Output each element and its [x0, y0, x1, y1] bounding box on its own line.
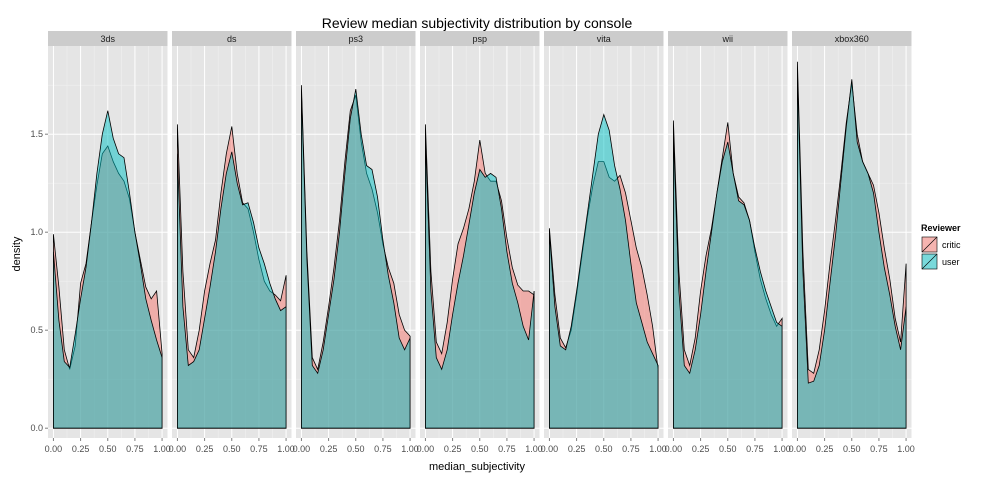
x-tick-label: 0.75	[622, 444, 640, 454]
legend-swatch-slash	[921, 236, 938, 253]
legend: Reviewer critic user	[920, 223, 961, 271]
x-tick-label: 0.50	[595, 444, 613, 454]
facet-panel-3ds: 3ds 0.00 0.25 0.50 0.75 1.00	[45, 31, 171, 454]
density-area-user	[797, 71, 907, 429]
legend-swatch-slash	[921, 253, 938, 270]
legend-title: Reviewer	[921, 223, 961, 233]
x-tick-label: 0.00	[45, 444, 63, 454]
strip-label-psp: psp	[472, 34, 487, 44]
y-tick-label: 0.0	[30, 423, 43, 433]
x-tick-label: 0.25	[568, 444, 586, 454]
x-tick-label: 0.25	[196, 444, 214, 454]
strip-label-vita: vita	[597, 34, 611, 44]
x-tick-label: 0.00	[665, 444, 683, 454]
x-tick-label: 1.00	[897, 444, 915, 454]
chart-title: Review median subjectivity distribution …	[322, 15, 633, 31]
x-tick-label: 0.00	[789, 444, 807, 454]
facet-panel-wii: wii 0.00 0.25 0.50 0.75 1.00	[665, 31, 791, 454]
x-tick-label: 0.00	[417, 444, 435, 454]
strip-background	[48, 31, 168, 46]
strip-label-wii: wii	[722, 34, 734, 44]
x-tick-label: 1.00	[153, 444, 171, 454]
x-tick-label: 0.25	[816, 444, 834, 454]
strip-background	[420, 31, 540, 46]
strip-background	[792, 31, 912, 46]
y-tick-label: 0.5	[30, 325, 43, 335]
x-tick-label: 0.50	[347, 444, 365, 454]
x-tick-label: 0.75	[498, 444, 516, 454]
x-tick-label: 0.75	[374, 444, 392, 454]
facet-panel-xbox360: xbox360 0.00 0.25 0.50 0.75 1.00	[789, 31, 915, 454]
x-tick-label: 0.75	[250, 444, 268, 454]
strip-background	[296, 31, 416, 46]
x-tick-label: 0.25	[72, 444, 90, 454]
x-tick-label: 0.25	[320, 444, 338, 454]
density-area-user	[425, 140, 535, 429]
x-tick-label: 0.50	[99, 444, 117, 454]
x-tick-label: 1.00	[525, 444, 543, 454]
facet-panel-ps3: ps3 0.00 0.25 0.50 0.75 1.00	[293, 31, 419, 454]
x-tick-label: 1.00	[401, 444, 419, 454]
x-tick-label: 0.75	[746, 444, 764, 454]
legend-label-critic: critic	[942, 240, 961, 250]
x-tick-label: 0.25	[444, 444, 462, 454]
density-area-user	[673, 134, 783, 429]
strip-background	[544, 31, 664, 46]
x-tick-label: 0.50	[471, 444, 489, 454]
y-tick-label: 1.5	[30, 129, 43, 139]
facet-panels: 3ds 0.00 0.25 0.50 0.75 1.00 ds 0.00 0.25 0.50 0.7…	[45, 31, 915, 454]
strip-label-3ds: 3ds	[100, 34, 115, 44]
x-tick-label: 0.00	[541, 444, 559, 454]
strip-label-ps3: ps3	[348, 34, 363, 44]
legend-label-user: user	[942, 257, 960, 267]
x-tick-label: 0.00	[169, 444, 187, 454]
x-tick-label: 1.00	[277, 444, 295, 454]
x-tick-label: 0.75	[870, 444, 888, 454]
y-axis-title: density	[11, 236, 23, 271]
x-tick-label: 0.25	[692, 444, 710, 454]
density-area-user	[301, 89, 411, 429]
x-tick-label: 1.00	[773, 444, 791, 454]
x-tick-label: 0.75	[126, 444, 144, 454]
strip-label-ds: ds	[227, 34, 237, 44]
facet-panel-vita: vita 0.00 0.25 0.50 0.75 1.00	[541, 31, 667, 454]
strip-background	[172, 31, 292, 46]
y-axis: 0.0 0.5 1.0 1.5	[30, 129, 48, 433]
strip-label-xbox360: xbox360	[835, 34, 869, 44]
x-axis-title: median_subjectivity	[429, 461, 525, 473]
facet-panel-ds: ds 0.00 0.25 0.50 0.75 1.00	[169, 31, 295, 454]
x-tick-label: 0.50	[223, 444, 241, 454]
legend-key-user	[920, 252, 939, 271]
density-area-user	[53, 110, 163, 429]
facet-panel-psp: psp 0.00 0.25 0.50 0.75 1.00	[417, 31, 543, 454]
x-tick-label: 1.00	[649, 444, 667, 454]
x-tick-label: 0.50	[719, 444, 737, 454]
x-tick-label: 0.00	[293, 444, 311, 454]
strip-background	[668, 31, 788, 46]
density-area-user	[549, 113, 659, 429]
density-area-user	[177, 151, 287, 429]
legend-key-critic	[920, 235, 939, 254]
x-tick-label: 0.50	[843, 444, 861, 454]
y-tick-label: 1.0	[30, 227, 43, 237]
